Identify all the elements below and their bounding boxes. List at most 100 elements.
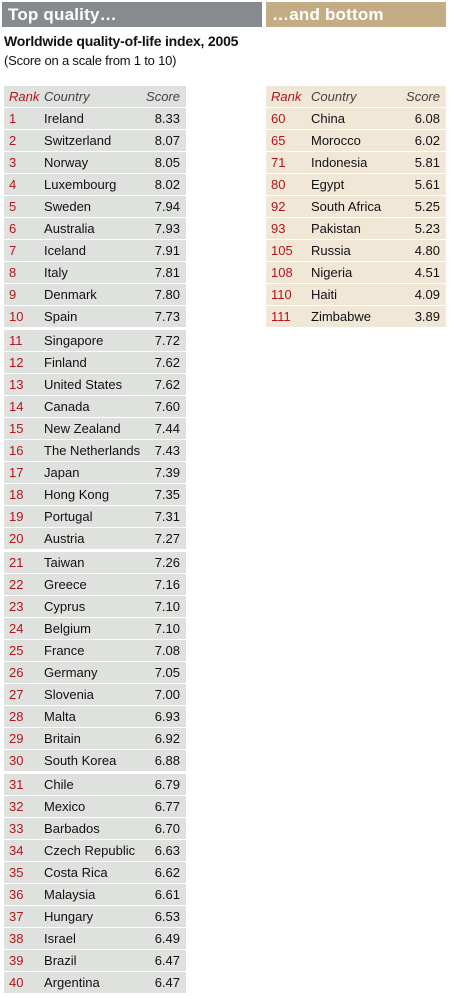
rank-cell: 36 [4, 884, 45, 906]
country-cell: Brazil [44, 950, 141, 972]
score-cell: 3.89 [394, 306, 446, 328]
table-row: 3 Norway 8.05 [4, 152, 186, 174]
score-cell: 8.02 [140, 174, 186, 196]
score-cell: 7.27 [140, 528, 186, 552]
country-cell: Australia [44, 218, 141, 240]
rank-cell: 71 [266, 152, 311, 174]
rank-cell: 5 [4, 196, 45, 218]
country-cell: Denmark [44, 284, 141, 306]
table-row: 19 Portugal 7.31 [4, 506, 186, 528]
bottom-quality-banner: …and bottom [266, 2, 446, 27]
country-cell: Spain [44, 306, 141, 330]
score-cell: 7.60 [140, 396, 186, 418]
score-cell: 6.70 [140, 818, 186, 840]
rank-cell: 40 [4, 972, 45, 996]
table-row: 26 Germany 7.05 [4, 662, 186, 684]
score-cell: 7.72 [140, 330, 186, 352]
rank-cell: 39 [4, 950, 45, 972]
score-cell: 7.94 [140, 196, 186, 218]
country-cell: Haiti [311, 284, 394, 306]
rank-cell: 17 [4, 462, 45, 484]
country-cell: Britain [44, 728, 141, 750]
score-cell: 6.47 [140, 972, 186, 996]
rank-cell: 29 [4, 728, 45, 750]
score-cell: 6.62 [140, 862, 186, 884]
rank-cell: 27 [4, 684, 45, 706]
rank-cell: 3 [4, 152, 45, 174]
table-row: 38 Israel 6.49 [4, 928, 186, 950]
top-table-header-row: Rank Country Score [4, 86, 186, 108]
table-row: 111 Zimbabwe 3.89 [266, 306, 446, 328]
score-cell: 5.25 [394, 196, 446, 218]
table-row: 12 Finland 7.62 [4, 352, 186, 374]
top-quality-table: Rank Country Score 1 Ireland 8.33 2 Switzerl… [4, 86, 186, 996]
score-cell: 7.81 [140, 262, 186, 284]
country-cell: Israel [44, 928, 141, 950]
country-cell: Finland [44, 352, 141, 374]
rank-cell: 11 [4, 330, 45, 352]
rank-cell: 14 [4, 396, 45, 418]
rank-cell: 21 [4, 552, 45, 574]
country-cell: Austria [44, 528, 141, 552]
scale-note: (Score on a scale from 1 to 10) [4, 53, 177, 68]
score-cell: 6.49 [140, 928, 186, 950]
score-cell: 6.88 [140, 750, 186, 774]
rank-cell: 25 [4, 640, 45, 662]
country-cell: Zimbabwe [311, 306, 394, 328]
country-cell: China [311, 108, 394, 130]
table-row: 27 Slovenia 7.00 [4, 684, 186, 706]
score-cell: 8.07 [140, 130, 186, 152]
country-cell: France [44, 640, 141, 662]
chart-title: Worldwide quality-of-life index, 2005 [4, 33, 239, 49]
rank-cell: 24 [4, 618, 45, 640]
score-cell: 7.91 [140, 240, 186, 262]
score-cell: 6.79 [140, 774, 186, 796]
table-row: 29 Britain 6.92 [4, 728, 186, 750]
rank-cell: 7 [4, 240, 45, 262]
country-cell: Japan [44, 462, 141, 484]
table-row: 35 Costa Rica 6.62 [4, 862, 186, 884]
country-column-header: Country [311, 86, 394, 108]
score-cell: 5.81 [394, 152, 446, 174]
country-cell: Pakistan [311, 218, 394, 240]
country-cell: Egypt [311, 174, 394, 196]
score-cell: 6.93 [140, 706, 186, 728]
score-cell: 6.08 [394, 108, 446, 130]
rank-cell: 37 [4, 906, 45, 928]
score-cell: 5.23 [394, 218, 446, 240]
table-row: 5 Sweden 7.94 [4, 196, 186, 218]
rank-cell: 65 [266, 130, 311, 152]
table-row: 92 South Africa 5.25 [266, 196, 446, 218]
table-row: 32 Mexico 6.77 [4, 796, 186, 818]
country-cell: Costa Rica [44, 862, 141, 884]
table-row: 30 South Korea 6.88 [4, 750, 186, 774]
country-cell: Singapore [44, 330, 141, 352]
country-cell: Germany [44, 662, 141, 684]
table-row: 93 Pakistan 5.23 [266, 218, 446, 240]
score-cell: 7.00 [140, 684, 186, 706]
score-cell: 7.43 [140, 440, 186, 462]
score-cell: 6.92 [140, 728, 186, 750]
table-row: 36 Malaysia 6.61 [4, 884, 186, 906]
table-row: 7 Iceland 7.91 [4, 240, 186, 262]
rank-column-header: Rank [4, 86, 45, 108]
rank-cell: 93 [266, 218, 311, 240]
country-cell: Greece [44, 574, 141, 596]
score-column-header: Score [140, 86, 186, 108]
rank-cell: 8 [4, 262, 45, 284]
score-cell: 6.63 [140, 840, 186, 862]
rank-cell: 108 [266, 262, 311, 284]
score-cell: 7.80 [140, 284, 186, 306]
country-cell: Malaysia [44, 884, 141, 906]
table-row: 21 Taiwan 7.26 [4, 552, 186, 574]
country-cell: Hungary [44, 906, 141, 928]
score-cell: 7.31 [140, 506, 186, 528]
country-cell: Argentina [44, 972, 141, 996]
table-row: 17 Japan 7.39 [4, 462, 186, 484]
country-cell: Czech Republic [44, 840, 141, 862]
table-row: 13 United States 7.62 [4, 374, 186, 396]
table-row: 20 Austria 7.27 [4, 528, 186, 552]
country-cell: Italy [44, 262, 141, 284]
score-cell: 6.47 [140, 950, 186, 972]
rank-cell: 2 [4, 130, 45, 152]
